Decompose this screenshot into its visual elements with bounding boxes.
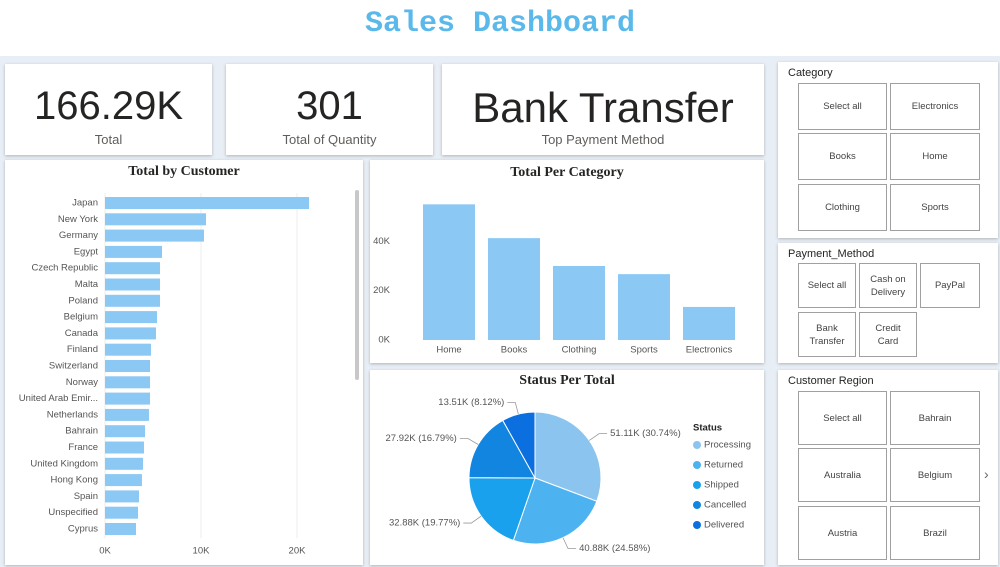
card-value: Bank Transfer bbox=[472, 84, 734, 131]
chart-panel bbox=[370, 160, 764, 363]
chart-panel bbox=[5, 160, 363, 565]
kpi-card: 166.29K Total bbox=[5, 64, 212, 155]
slicer-button[interactable]: Electronics bbox=[890, 83, 980, 130]
kpi-card: Bank Transfer Top Payment Method bbox=[442, 64, 764, 155]
slicer-button[interactable]: Sports bbox=[890, 184, 980, 231]
slicer-button[interactable]: Australia bbox=[798, 448, 887, 502]
slicer-button[interactable]: Belgium bbox=[890, 448, 980, 502]
slicer: Category Select all Electronics Books Home C… bbox=[778, 62, 998, 238]
slicer-button[interactable]: Cash on Delivery bbox=[859, 263, 917, 308]
slicer-button[interactable]: Brazil bbox=[890, 506, 980, 560]
slicer-button[interactable]: Austria bbox=[798, 506, 887, 560]
slicer-button[interactable]: Credit Card bbox=[859, 312, 917, 357]
slicer-button[interactable]: PayPal bbox=[920, 263, 980, 308]
card-label: Total bbox=[94, 132, 123, 147]
slicer-title: Payment_Method bbox=[788, 248, 875, 260]
card-value: 301 bbox=[296, 84, 363, 128]
card-label: Total of Quantity bbox=[282, 132, 377, 147]
slicer-title: Customer Region bbox=[788, 375, 874, 387]
chart-panel bbox=[370, 370, 764, 565]
slicer: Payment_Method Select all Cash on Deliver… bbox=[778, 243, 998, 363]
slicer-button[interactable]: Select all bbox=[798, 391, 887, 445]
slicer-button[interactable]: Home bbox=[890, 133, 980, 180]
card-label: Top Payment Method bbox=[541, 132, 665, 147]
slicer-button[interactable]: Bahrain bbox=[890, 391, 980, 445]
slicer-button[interactable]: Select all bbox=[798, 263, 856, 308]
slicer-title: Category bbox=[788, 67, 833, 79]
kpi-card: 301 Total of Quantity bbox=[226, 64, 433, 155]
dashboard-title: Sales Dashboard bbox=[0, 0, 1000, 56]
slicer-button[interactable]: Books bbox=[798, 133, 887, 180]
scroll-arrow[interactable]: › bbox=[984, 466, 989, 482]
slicer-button[interactable]: Clothing bbox=[798, 184, 887, 231]
slicer: Customer Region › Select all Bahrain Austr… bbox=[778, 370, 998, 565]
card-value: 166.29K bbox=[33, 84, 184, 128]
slicer-button[interactable]: Select all bbox=[798, 83, 887, 130]
slicer-button[interactable]: Bank Transfer bbox=[798, 312, 856, 357]
